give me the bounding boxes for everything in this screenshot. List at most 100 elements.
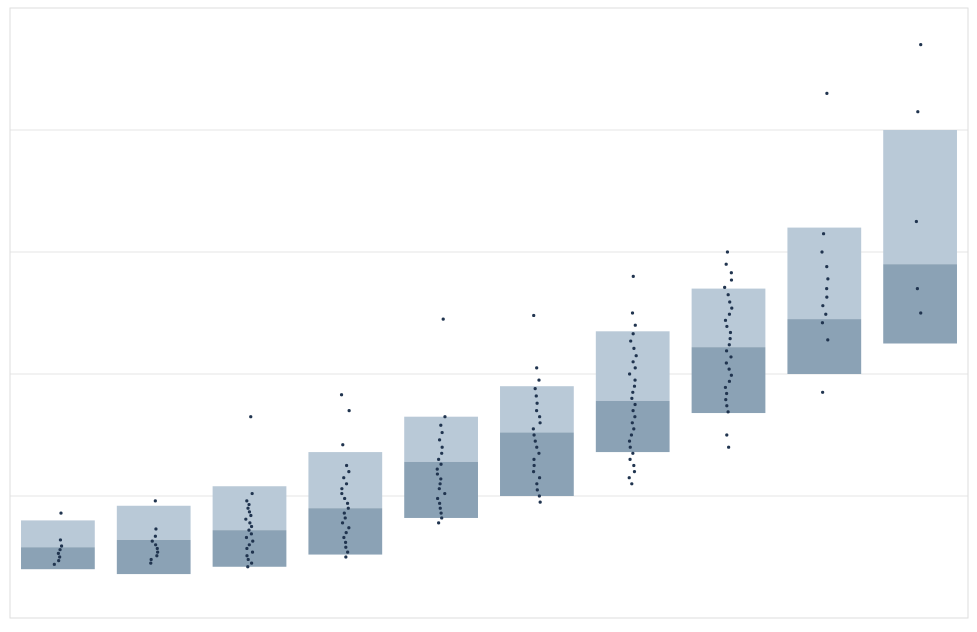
data-point [826, 338, 829, 341]
data-point [342, 476, 345, 479]
data-point [538, 421, 541, 424]
data-point [725, 361, 728, 364]
data-point [248, 510, 251, 513]
data-point [154, 499, 157, 502]
data-point [439, 424, 442, 427]
box-upper [21, 520, 95, 547]
data-point [249, 514, 252, 517]
data-point [915, 220, 918, 223]
data-point [728, 313, 731, 316]
box-upper [596, 331, 670, 401]
data-point [728, 368, 731, 371]
data-point [825, 287, 828, 290]
data-point [532, 458, 535, 461]
data-point [247, 529, 250, 532]
data-point [825, 92, 828, 95]
data-point [535, 482, 538, 485]
data-point [724, 398, 727, 401]
data-point [729, 337, 732, 340]
data-point [149, 562, 152, 565]
data-point [245, 499, 248, 502]
data-point [821, 321, 824, 324]
data-point [341, 443, 344, 446]
data-point [724, 319, 727, 322]
data-point [629, 446, 632, 449]
data-point [726, 250, 729, 253]
data-point [246, 565, 249, 568]
data-point [538, 476, 541, 479]
data-point [341, 521, 344, 524]
data-point [59, 511, 62, 514]
data-point [154, 543, 157, 546]
data-point [539, 501, 542, 504]
data-point [728, 380, 731, 383]
data-point [536, 488, 539, 491]
data-point [633, 379, 636, 382]
data-point [725, 392, 728, 395]
data-point [630, 482, 633, 485]
data-point [633, 385, 636, 388]
data-point [248, 543, 251, 546]
data-point [632, 275, 635, 278]
data-point [346, 502, 349, 505]
data-point [532, 433, 535, 436]
data-point [342, 536, 345, 539]
data-point [635, 354, 638, 357]
data-point [347, 507, 350, 510]
data-point [919, 43, 922, 46]
data-point [344, 555, 347, 558]
data-point [154, 527, 157, 530]
data-point [340, 492, 343, 495]
data-point [248, 521, 251, 524]
data-point [630, 397, 633, 400]
data-point [533, 464, 536, 467]
data-point [535, 409, 538, 412]
data-point [916, 110, 919, 113]
data-point [537, 379, 540, 382]
data-point [723, 286, 726, 289]
data-point [437, 458, 440, 461]
data-point [725, 325, 728, 328]
data-point [340, 487, 343, 490]
data-point [726, 410, 729, 413]
data-point [441, 431, 444, 434]
data-point [247, 503, 250, 506]
data-point [436, 472, 439, 475]
data-point [250, 532, 253, 535]
data-point [632, 464, 635, 467]
data-point [725, 349, 728, 352]
data-point [244, 518, 247, 521]
data-point [729, 331, 732, 334]
data-point [344, 546, 347, 549]
data-point [441, 446, 444, 449]
data-point [251, 551, 254, 554]
data-point [729, 355, 732, 358]
data-point [343, 497, 346, 500]
data-point [345, 531, 348, 534]
box-lower [500, 433, 574, 496]
data-point [826, 277, 829, 280]
data-point [439, 463, 442, 466]
data-point [436, 497, 439, 500]
data-point [725, 433, 728, 436]
data-point [532, 427, 535, 430]
data-point [155, 554, 158, 557]
data-point [727, 293, 730, 296]
data-point [247, 558, 250, 561]
box-upper [692, 289, 766, 348]
data-point [246, 507, 249, 510]
data-point [346, 551, 349, 554]
data-point [633, 470, 636, 473]
data-point [53, 563, 56, 566]
data-point [538, 415, 541, 418]
data-point [919, 311, 922, 314]
data-point [632, 427, 635, 430]
data-point [728, 300, 731, 303]
data-point [245, 554, 248, 557]
data-point [251, 492, 254, 495]
boxplot-chart [0, 0, 977, 632]
box-lower [787, 319, 861, 374]
data-point [536, 402, 539, 405]
data-point [154, 535, 157, 538]
data-point [631, 311, 634, 314]
